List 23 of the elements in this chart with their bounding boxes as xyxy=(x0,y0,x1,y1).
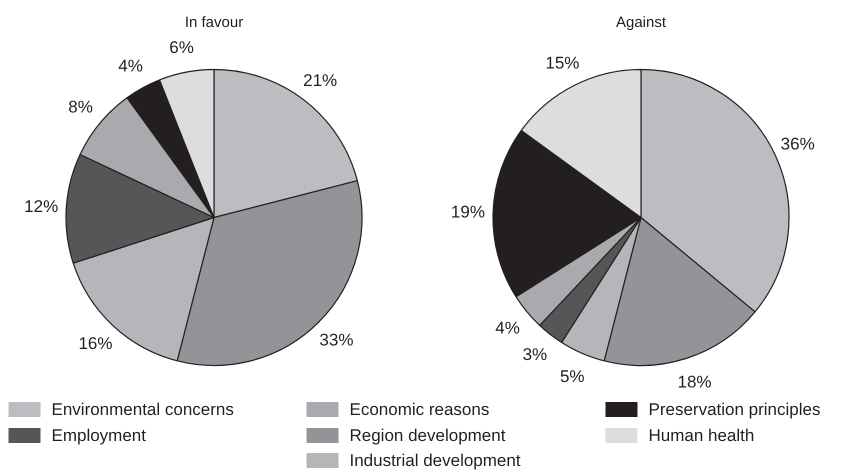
legend-label: Human health xyxy=(648,426,754,445)
data-label: 8% xyxy=(68,98,93,117)
data-label: 33% xyxy=(319,330,354,350)
data-label: 6% xyxy=(169,38,194,57)
legend-label: Preservation principles xyxy=(648,400,820,419)
data-label: 19% xyxy=(450,202,485,222)
data-label: 21% xyxy=(303,71,338,90)
legend-label: Employment xyxy=(52,426,146,445)
data-label: 15% xyxy=(545,54,580,73)
data-label: 3% xyxy=(522,344,548,364)
legend-label: Environmental concerns xyxy=(52,400,234,419)
chart-title: Against xyxy=(616,14,667,31)
data-label: 12% xyxy=(24,197,58,216)
data-label: 5% xyxy=(560,366,585,386)
data-label: 16% xyxy=(78,334,112,354)
data-label: 4% xyxy=(118,56,143,76)
legend-label: Economic reasons xyxy=(350,400,490,419)
data-label: 4% xyxy=(495,318,520,338)
data-label: 18% xyxy=(677,372,712,392)
legend-label: Industrial development xyxy=(350,451,521,470)
legend-label: Region development xyxy=(350,426,506,445)
chart-title: In favour xyxy=(184,14,244,31)
data-label: 36% xyxy=(780,134,815,154)
